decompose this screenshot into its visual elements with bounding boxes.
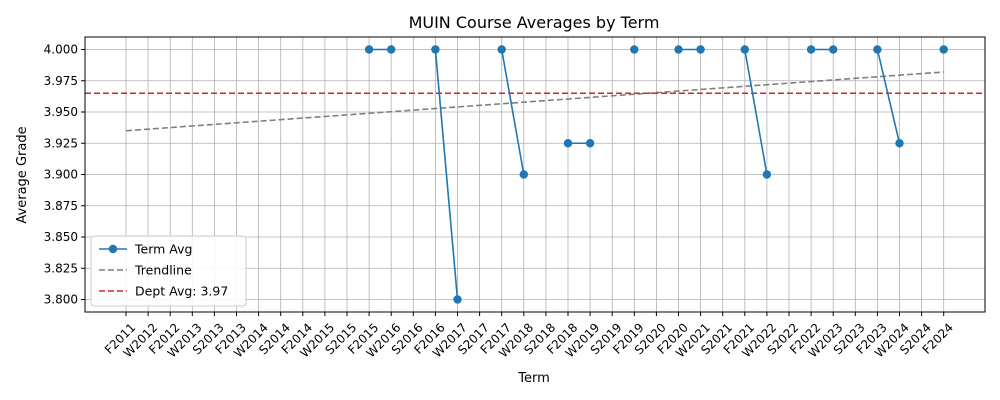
y-tick-label: 3.800 <box>44 293 78 307</box>
chart-title: MUIN Course Averages by Term <box>409 13 660 32</box>
data-series <box>364 45 948 304</box>
term-avg-point <box>497 45 506 54</box>
legend-label: Trendline <box>134 263 192 278</box>
trendline <box>125 71 944 132</box>
y-axis-label: Average Grade <box>15 126 30 223</box>
legend-label: Term Avg <box>134 242 192 257</box>
legend-label: Dept Avg: 3.97 <box>135 284 228 299</box>
term-avg-point <box>563 139 573 148</box>
term-avg-point <box>630 45 639 54</box>
term-avg-line-segment <box>500 49 525 175</box>
term-avg-point <box>364 45 374 54</box>
y-tick-label: 3.900 <box>44 168 78 182</box>
term-avg-point <box>740 45 749 54</box>
term-avg-point <box>873 45 882 54</box>
term-avg-point <box>762 170 772 179</box>
term-avg-line-segment <box>876 49 901 144</box>
term-avg-point <box>431 45 440 54</box>
term-avg-line-segment <box>744 49 768 175</box>
y-tick-label: 3.950 <box>44 105 78 119</box>
y-tick-label: 3.925 <box>44 136 78 150</box>
term-avg-line-segment <box>434 49 459 300</box>
y-tick-label: 3.875 <box>44 199 78 213</box>
legend: Term Avg Trendline Dept Avg: 3.97 <box>90 235 247 307</box>
term-avg-point <box>939 45 948 54</box>
legend-marker <box>108 244 118 254</box>
term-avg-point <box>387 45 396 54</box>
y-tick-label: 3.975 <box>44 74 78 88</box>
term-avg-point <box>806 45 816 54</box>
term-avg-point <box>674 45 683 54</box>
y-tick-label: 3.825 <box>44 261 78 275</box>
term-avg-point <box>519 170 528 179</box>
y-tick-label: 4.000 <box>44 43 78 57</box>
term-avg-point <box>696 45 705 54</box>
term-avg-point <box>829 45 838 54</box>
term-avg-point <box>585 139 595 148</box>
legend-box <box>90 235 247 307</box>
term-avg-point <box>895 139 904 148</box>
x-axis-label: Term <box>517 371 550 386</box>
y-tick-label: 3.850 <box>44 230 78 244</box>
reference-lines <box>85 71 985 132</box>
term-avg-point <box>453 295 462 304</box>
grid <box>85 37 985 312</box>
